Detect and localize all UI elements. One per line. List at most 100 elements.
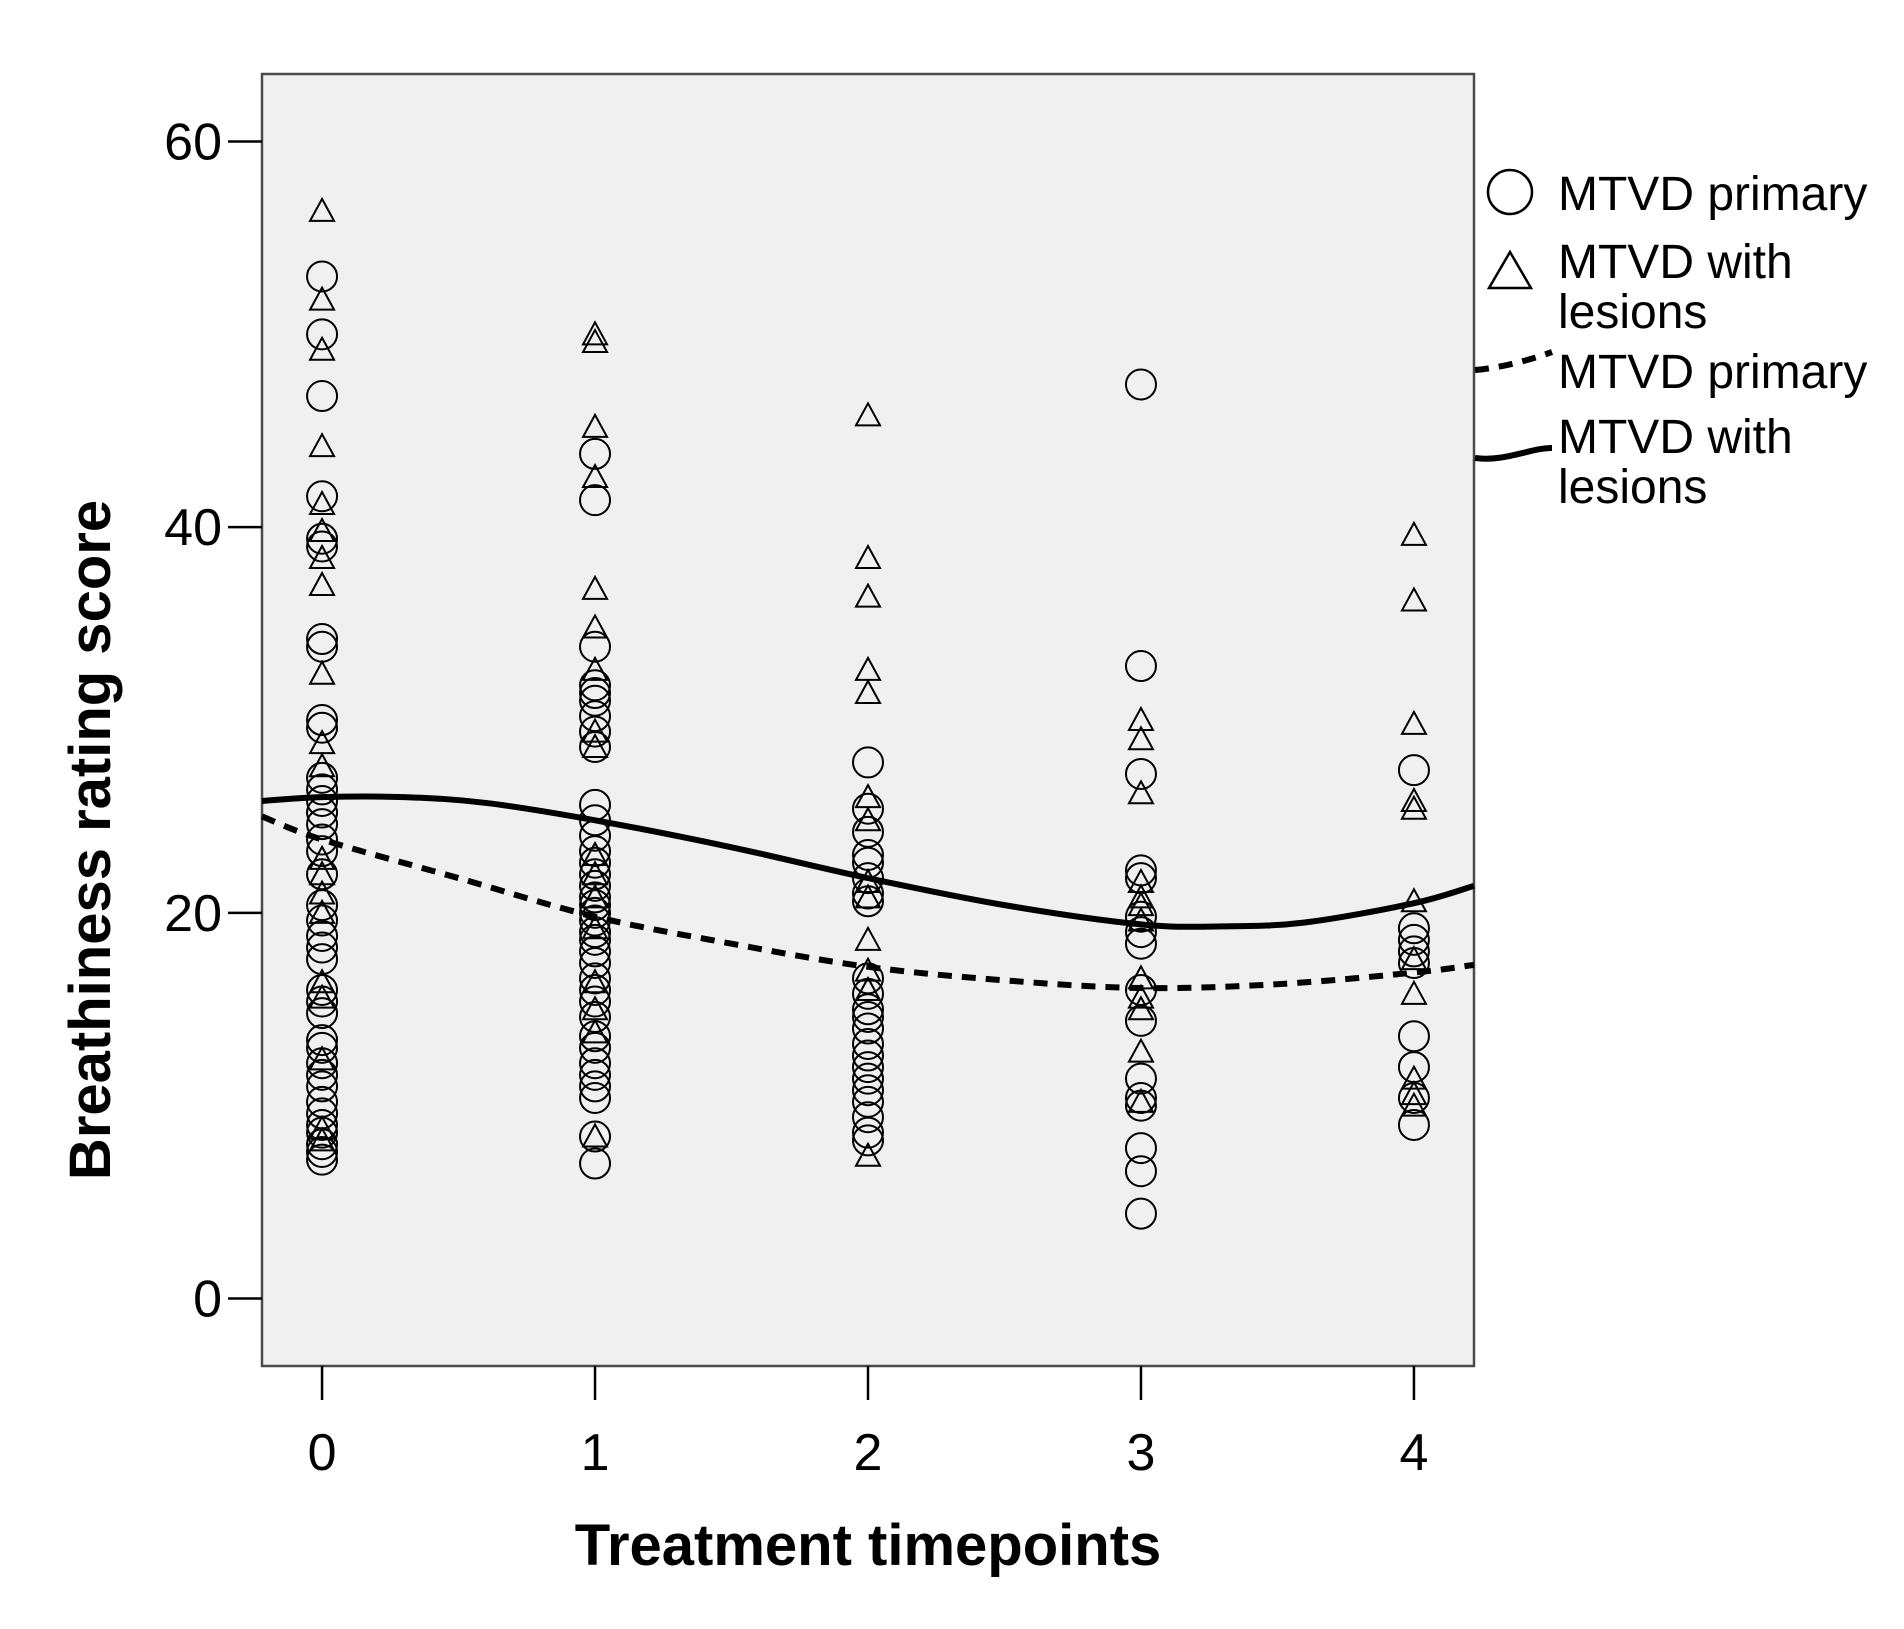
point-circle — [579, 923, 612, 956]
point-triangle — [1127, 1087, 1155, 1113]
point-circle — [306, 623, 339, 656]
point-triangle — [581, 327, 609, 354]
point-triangle — [308, 196, 336, 222]
point-circle — [306, 260, 339, 293]
point-circle — [306, 480, 339, 513]
legend: MTVD primary MTVD with lesions MTVD prim… — [1474, 168, 1867, 514]
point-triangle — [581, 840, 609, 866]
point-triangle — [308, 879, 336, 905]
point-triangle — [854, 401, 882, 427]
point-circle — [579, 881, 612, 914]
point-triangle — [854, 883, 882, 909]
point-triangle — [1127, 1037, 1155, 1063]
point-triangle — [308, 659, 336, 685]
point-triangle — [581, 1018, 609, 1044]
point-circle — [1124, 1132, 1157, 1165]
point-circle — [579, 846, 612, 879]
point-circle — [306, 919, 339, 952]
point-circle — [852, 792, 884, 825]
point-circle — [579, 896, 612, 929]
points-layer — [306, 196, 1430, 1230]
point-circle — [306, 761, 339, 794]
point-triangle — [581, 462, 609, 489]
point-circle — [306, 931, 339, 964]
point-circle — [852, 862, 884, 895]
legend-dashed-line-marker — [1474, 349, 1554, 373]
point-circle — [1124, 757, 1157, 790]
point-circle — [579, 630, 612, 663]
point-triangle — [1127, 983, 1155, 1009]
point-triangle — [581, 320, 609, 346]
point-triangle — [308, 543, 336, 570]
point-triangle — [1400, 887, 1428, 913]
point-circle — [1397, 935, 1430, 968]
point-circle — [852, 1039, 884, 1072]
point-circle — [1397, 1108, 1430, 1141]
point-circle — [306, 1108, 339, 1141]
legend-label-circle: MTVD primary — [1558, 168, 1867, 221]
point-triangle — [581, 968, 609, 994]
point-circle — [579, 869, 612, 902]
point-circle — [1124, 650, 1157, 683]
point-triangle — [308, 1114, 336, 1140]
point-triangle — [854, 975, 882, 1001]
fit-line-dashed — [260, 813, 1475, 992]
point-circle — [1124, 1062, 1157, 1095]
legend-solid-line-marker — [1474, 445, 1553, 462]
point-triangle — [854, 543, 882, 570]
legend-label-solid: MTVD with lesions — [1558, 411, 1806, 514]
point-circle — [852, 1051, 884, 1084]
legend-triangle-marker — [1486, 249, 1534, 290]
point-triangle — [581, 914, 609, 940]
point-circle — [306, 1024, 339, 1057]
point-circle — [306, 704, 339, 736]
point-triangle — [1400, 520, 1428, 546]
point-circle — [306, 530, 339, 563]
point-triangle — [1127, 725, 1155, 751]
point-circle — [579, 484, 612, 517]
plot-area — [260, 72, 1476, 1368]
point-circle — [306, 973, 339, 1006]
point-circle — [1124, 1155, 1157, 1188]
x-tick-label: 4 — [1399, 1424, 1428, 1482]
point-circle — [306, 318, 339, 351]
point-circle — [1124, 927, 1157, 960]
point-circle — [306, 380, 339, 413]
point-circle — [852, 993, 884, 1026]
point-circle — [579, 730, 612, 763]
point-circle — [306, 784, 339, 817]
point-circle — [579, 1070, 612, 1103]
point-circle — [579, 819, 612, 852]
point-circle — [306, 711, 339, 744]
point-circle — [1397, 923, 1430, 956]
point-circle — [579, 985, 612, 1018]
point-circle — [1124, 916, 1157, 949]
point-circle — [579, 835, 612, 868]
point-triangle — [308, 570, 336, 597]
legend-label-triangle: MTVD with lesions — [1558, 236, 1806, 339]
point-circle — [579, 437, 612, 470]
point-circle — [852, 1074, 884, 1107]
point-circle — [579, 1081, 612, 1114]
point-circle — [306, 522, 339, 555]
point-triangle — [1400, 1091, 1428, 1117]
point-circle — [1124, 1197, 1157, 1230]
point-circle — [306, 796, 339, 829]
point-triangle — [1127, 995, 1155, 1021]
y-tick-label: 40 — [164, 499, 222, 557]
point-circle — [306, 904, 339, 937]
point-circle — [579, 1031, 612, 1064]
point-triangle — [581, 732, 609, 758]
point-circle — [306, 808, 339, 841]
x-axis-title: Treatment timepoints — [575, 1513, 1162, 1578]
point-circle — [1124, 900, 1157, 933]
point-triangle — [1400, 709, 1428, 735]
point-triangle — [854, 678, 882, 705]
point-circle — [306, 1070, 339, 1103]
axes-layer: 0 20 40 60 0 1 2 3 4 — [164, 113, 1428, 1482]
point-triangle — [854, 1141, 882, 1167]
point-triangle — [581, 574, 609, 600]
point-circle — [579, 677, 612, 710]
point-triangle — [1400, 586, 1428, 612]
